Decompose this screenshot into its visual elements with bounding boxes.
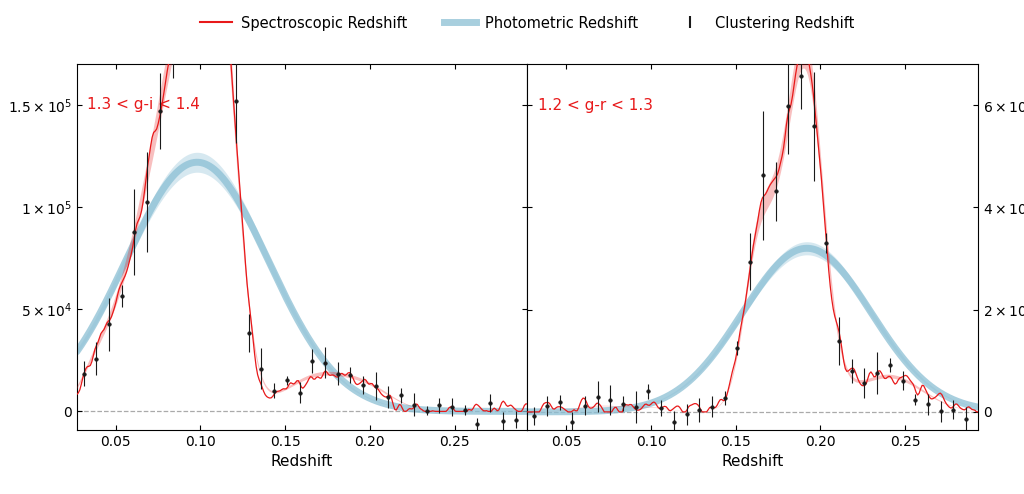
Legend: Spectroscopic Redshift, Photometric Redshift, Clustering Redshift: Spectroscopic Redshift, Photometric Reds… bbox=[195, 10, 860, 37]
Text: 1.2 < g-r < 1.3: 1.2 < g-r < 1.3 bbox=[538, 98, 652, 113]
X-axis label: Redshift: Redshift bbox=[722, 454, 783, 469]
Y-axis label: $dN/dz$: $dN/dz$ bbox=[0, 222, 2, 272]
Text: 1.3 < g-i < 1.4: 1.3 < g-i < 1.4 bbox=[87, 97, 200, 112]
X-axis label: Redshift: Redshift bbox=[271, 454, 333, 469]
